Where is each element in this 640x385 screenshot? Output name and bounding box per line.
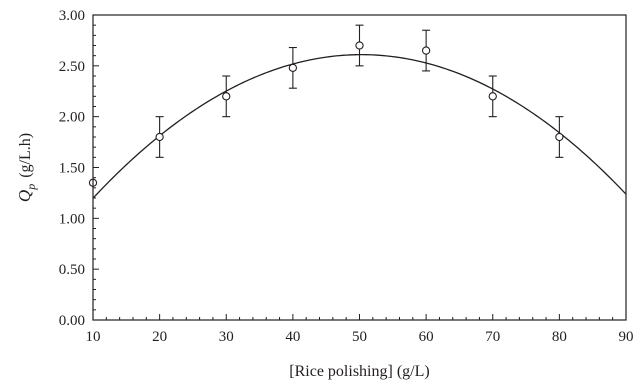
y-tick-label: 2.00 bbox=[59, 110, 85, 126]
data-points bbox=[88, 24, 564, 187]
data-point bbox=[288, 46, 298, 89]
y-axis-subscript: p bbox=[24, 184, 38, 191]
x-tick-label: 50 bbox=[352, 329, 367, 345]
y-axis-unit: (g/L.h) bbox=[17, 133, 34, 178]
fit-curve bbox=[92, 54, 627, 199]
x-axis-ticks: 10 20 30 40 50 60 70 80 90 bbox=[86, 314, 634, 345]
point-marker bbox=[155, 132, 164, 142]
x-tick-label: 20 bbox=[152, 329, 167, 345]
point-marker bbox=[421, 46, 431, 55]
x-tick-label: 40 bbox=[285, 329, 300, 345]
y-tick-label: 0.00 bbox=[59, 313, 85, 329]
point-marker bbox=[288, 63, 298, 73]
y-tick-label: 0.50 bbox=[59, 262, 85, 278]
y-axis-symbol: Q bbox=[15, 190, 34, 202]
point-marker bbox=[555, 132, 564, 142]
x-tick-label: 80 bbox=[552, 329, 567, 345]
x-tick-label: 90 bbox=[619, 329, 634, 345]
x-tick-label: 10 bbox=[86, 329, 101, 345]
point-marker bbox=[355, 41, 364, 50]
x-tick-label: 30 bbox=[219, 329, 234, 345]
x-tick-label: 60 bbox=[419, 329, 434, 345]
data-point bbox=[488, 75, 497, 118]
y-tick-label: 2.50 bbox=[59, 59, 85, 75]
x-axis-title: [Rice polishing] (g/L) bbox=[289, 363, 429, 380]
data-point bbox=[555, 116, 564, 158]
data-point bbox=[355, 24, 364, 67]
data-point bbox=[421, 29, 431, 72]
plot-frame bbox=[92, 14, 627, 321]
point-marker bbox=[488, 92, 497, 101]
y-tick-label: 1.50 bbox=[59, 161, 85, 177]
data-point bbox=[222, 75, 231, 118]
y-axis-title: Qp (g/L.h) bbox=[15, 133, 38, 202]
x-tick-label: 70 bbox=[485, 329, 500, 345]
point-marker bbox=[222, 92, 231, 101]
y-axis-ticks: 0.00 0.50 1.00 1.50 2.00 2.50 3.00 bbox=[59, 8, 99, 329]
y-tick-label: 1.00 bbox=[59, 211, 85, 227]
data-point bbox=[155, 116, 164, 158]
y-tick-label: 3.00 bbox=[59, 8, 85, 24]
